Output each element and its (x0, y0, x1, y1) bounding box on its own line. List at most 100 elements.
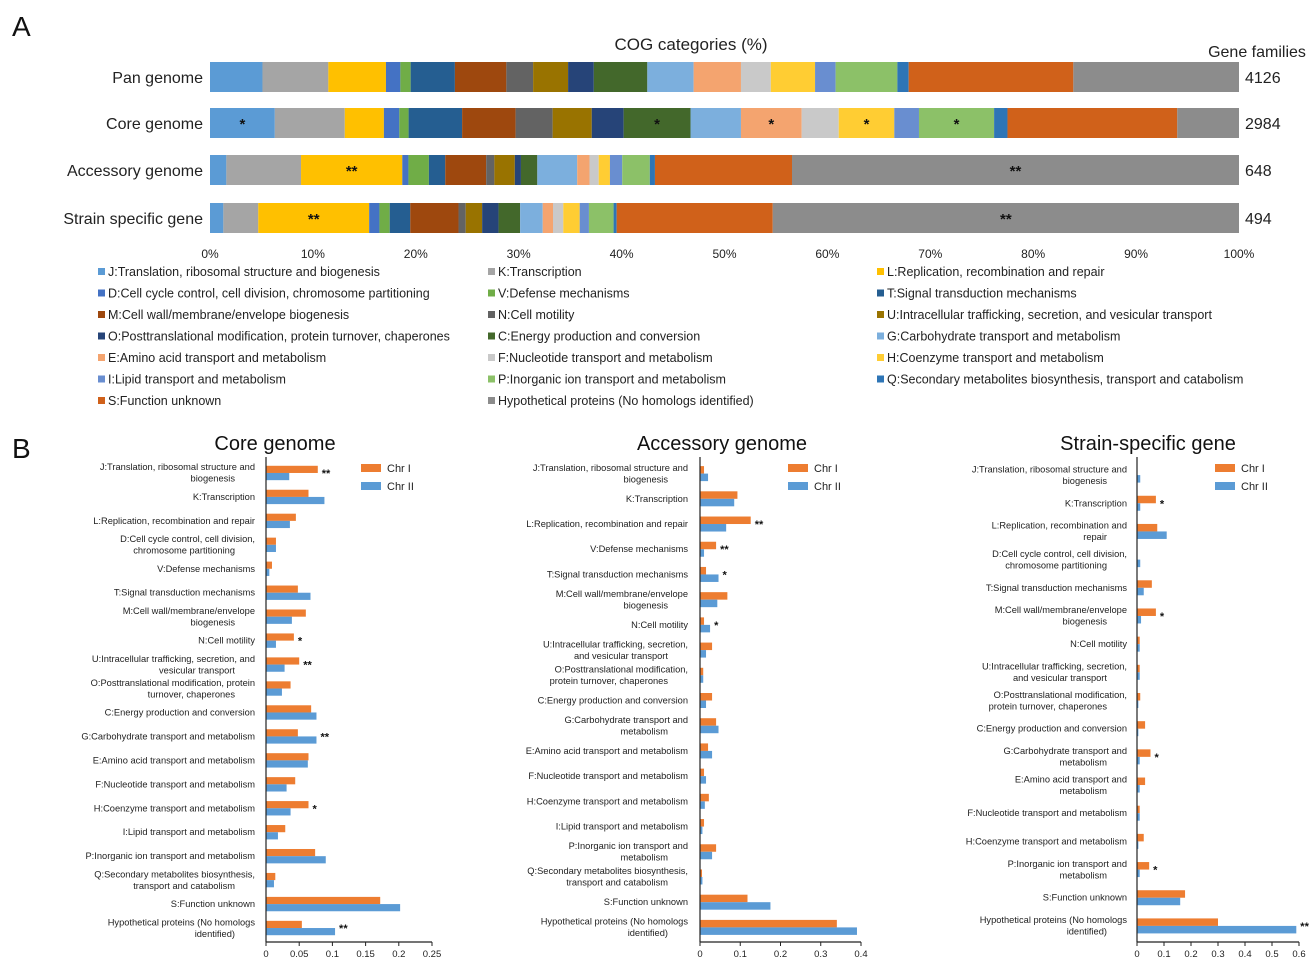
bar-chr-i (1137, 918, 1218, 926)
category-label: chromosome partitioning (133, 546, 235, 556)
category-label: T:Signal transduction mechanisms (114, 588, 255, 598)
bar-chr-ii (266, 496, 325, 505)
bar-chr-ii (1137, 700, 1139, 708)
stacked-segment-t (389, 203, 411, 233)
bar-chr-ii (266, 616, 292, 624)
category-label: vesicular transport (159, 665, 235, 675)
x-tick-label: 30% (507, 247, 531, 261)
category-label: E:Amino acid transport and metabolism (526, 746, 689, 756)
legend-label: T:Signal transduction mechanisms (887, 287, 1077, 301)
category-label: E:Amino acid transport and (1015, 774, 1127, 784)
significance-mark: * (239, 116, 245, 133)
bar-chr-ii (700, 826, 703, 835)
stacked-segment-j (210, 155, 227, 185)
panel-b: B Core genome J:Translation, ribosomal st… (12, 433, 1310, 960)
row-label: Accessory genome (67, 163, 203, 180)
legend-swatch-s (98, 397, 105, 404)
significance-mark: * (312, 803, 317, 815)
stacked-segment-g (647, 62, 694, 92)
stacked-segment-u (533, 62, 569, 92)
legend-label: S:Function unknown (108, 394, 221, 408)
legend-swatch-chr-i (361, 464, 381, 472)
category-label: G:Carbohydrate transport and metabolism (81, 731, 255, 741)
bar-chr-i (1137, 721, 1146, 729)
bar-chr-ii (700, 498, 735, 507)
bar-chr-ii (700, 599, 718, 608)
bar-chr-i (1137, 749, 1151, 757)
stacked-segment-m (445, 155, 487, 185)
bar-chr-i (266, 920, 302, 929)
stacked-segment-v (399, 108, 409, 138)
legend-swatch-e (98, 354, 105, 361)
significance-mark: ** (346, 163, 358, 180)
stacked-segment-l (258, 203, 370, 233)
stacked-segment-u (494, 155, 515, 185)
bar-chr-i (1137, 693, 1141, 701)
category-label: identified) (1067, 927, 1107, 937)
stacked-segment-k (223, 203, 259, 233)
category-label: Q:Secondary metabolites biosynthesis, (94, 869, 255, 879)
bar-chr-i (700, 768, 705, 777)
bar-chr-i (1137, 523, 1158, 532)
bar-chart-2: Accessory genome J:Translation, ribosomal… (526, 433, 868, 960)
bar-chr-i (700, 819, 705, 827)
bar-chr-ii (266, 712, 317, 720)
stacked-segment-g (690, 108, 741, 138)
category-label: and vesicular transport (574, 651, 668, 661)
bar-chr-ii (700, 725, 719, 734)
bar-chr-i (1137, 608, 1156, 616)
legend-swatch-k (488, 268, 495, 275)
significance-mark: ** (320, 731, 329, 743)
category-label: C:Energy production and conversion (977, 724, 1127, 734)
stacked-segment-s (908, 62, 1074, 92)
category-label: L:Replication, recombination and repair (526, 519, 688, 529)
bar-chr-i (266, 609, 306, 617)
stacked-segment-h (563, 203, 580, 233)
x-tick-label: 50% (712, 247, 736, 261)
legend-swatch-chr-ii (788, 482, 808, 490)
stacked-segment-x (792, 155, 1239, 185)
x-tick-label: 90% (1124, 247, 1148, 261)
stacked-segment-k (226, 155, 302, 185)
stacked-segment-e (542, 203, 553, 233)
stacked-segment-n (486, 155, 495, 185)
significance-mark: * (654, 116, 660, 133)
significance-mark: * (714, 620, 719, 632)
bar-chr-i (266, 537, 276, 545)
x-tick-label: 0.4 (1238, 949, 1251, 960)
stacked-segment-t (408, 108, 463, 138)
bar-chr-ii (1137, 559, 1141, 568)
legend-swatch-f (488, 354, 495, 361)
category-label: O:Posttranslational modification, (555, 665, 688, 675)
legend-label: Q:Secondary metabolites biosynthesis, tr… (887, 373, 1243, 387)
category-label: T:Signal transduction mechanisms (986, 583, 1127, 593)
bar-chr-ii (1137, 813, 1140, 821)
bar-chr-ii (700, 675, 704, 683)
category-label: turnover, chaperones (148, 689, 236, 699)
stacked-segment-x (1177, 108, 1239, 138)
x-tick-label: 0 (263, 949, 268, 960)
category-label: C:Energy production and conversion (105, 707, 255, 717)
stacked-segment-s (616, 203, 773, 233)
category-label: chromosome partitioning (1005, 560, 1107, 570)
chart-title: Strain-specific gene (1060, 433, 1236, 455)
stacked-segment-f (553, 203, 564, 233)
stacked-segment-e (740, 108, 802, 138)
x-tick-label: 0.4 (854, 949, 867, 960)
stacked-segment-q (897, 62, 909, 92)
stacked-segment-d (402, 155, 409, 185)
category-label: L:Replication, recombination and (992, 521, 1127, 531)
stacked-segment-e (693, 62, 741, 92)
bar-chr-ii (1137, 756, 1140, 765)
category-label: protein turnover, chaperones (989, 701, 1108, 711)
category-label: transport and catabolism (133, 881, 235, 891)
bar-chr-ii (700, 750, 713, 759)
stacked-segment-n (506, 62, 534, 92)
bar-chr-i (700, 693, 713, 701)
gene-family-count: 4126 (1245, 70, 1281, 87)
gene-families-header: Gene families (1208, 44, 1306, 61)
legend-swatch-p (488, 375, 495, 383)
bar-chr-i (700, 844, 717, 852)
category-label: Hypothetical proteins (No homologs (980, 915, 1128, 925)
legend-label: Chr I (387, 463, 411, 475)
